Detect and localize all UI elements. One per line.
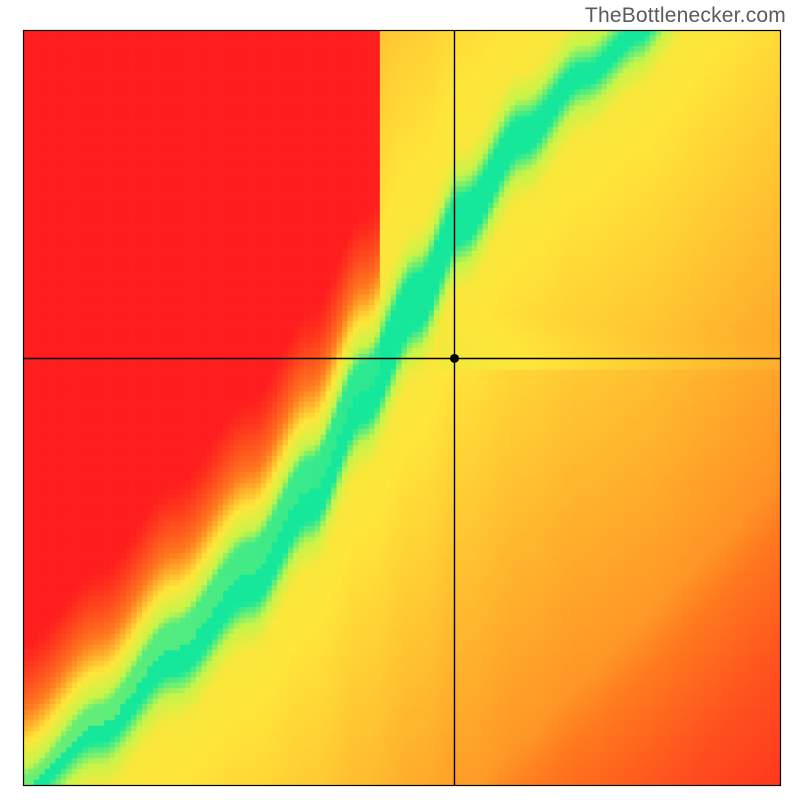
chart-stage: TheBottlenecker.com (0, 0, 800, 800)
heatmap-canvas (0, 0, 800, 800)
watermark-label: TheBottlenecker.com (585, 4, 786, 28)
